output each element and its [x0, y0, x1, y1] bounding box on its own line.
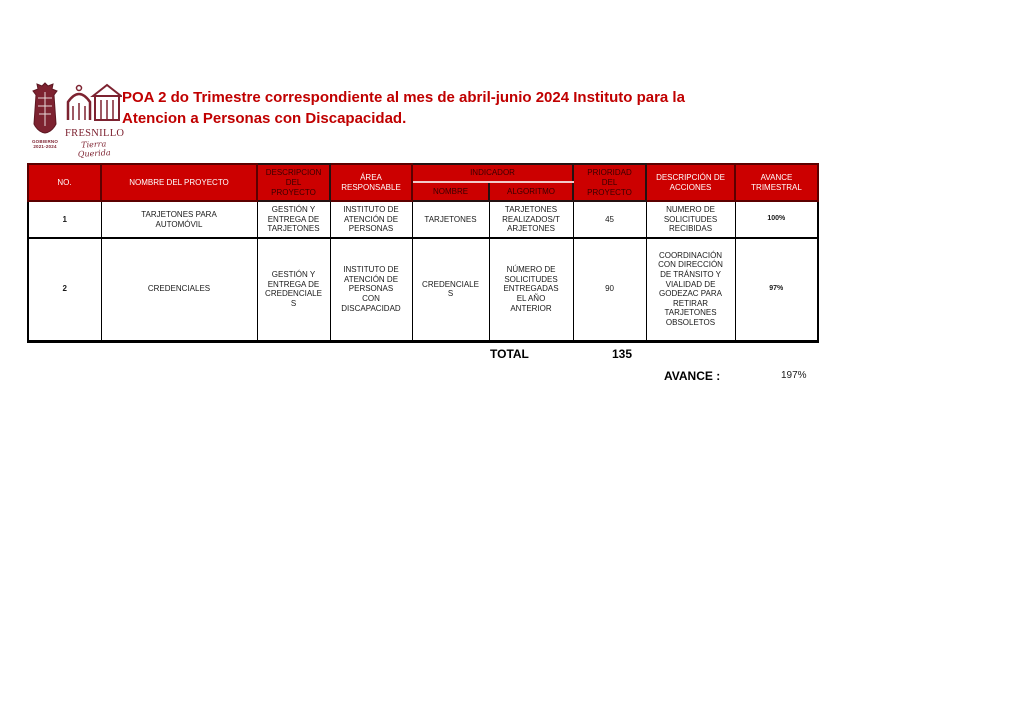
- cell-avance: 100%: [734, 200, 820, 239]
- poa-table: NO. NOMBRE DEL PROYECTO DESCRIPCION DEL …: [27, 163, 820, 343]
- total-label: TOTAL: [490, 347, 529, 361]
- cell-prioridad: 90: [572, 237, 647, 343]
- cell-avance: 97%: [734, 237, 820, 343]
- page-title: POA 2 do Trimestre correspondiente al me…: [122, 89, 685, 127]
- fresnillo-shield-icon: [32, 82, 58, 134]
- header-area-responsable: ÁREA RESPONSABLE: [329, 163, 413, 202]
- logo-shield-column: GOBIERNO 2021-2024: [30, 82, 60, 158]
- header-indicador-algoritmo: ALGORITMO: [487, 181, 575, 202]
- avance-label: AVANCE :: [664, 369, 721, 383]
- cell-descripcion-acciones: NUMERO DE SOLICITUDES RECIBIDAS: [645, 200, 736, 239]
- header-nombre-proyecto: NOMBRE DEL PROYECTO: [100, 163, 258, 202]
- logo-wordmark: FRESNILLO: [65, 128, 125, 139]
- fresnillo-logo: GOBIERNO 2021-2024 FRESNILLO Tierra Quer…: [30, 82, 125, 159]
- avance-value: 197%: [781, 370, 807, 381]
- cell-no: 1: [27, 200, 102, 239]
- cell-descripcion-acciones: COORDINACIÓN CON DIRECCIÓN DE TRÁNSITO Y…: [645, 237, 736, 343]
- cell-indicador-algoritmo: TARJETONES REALIZADOS/T ARJETONES: [488, 200, 574, 239]
- total-value: 135: [612, 347, 633, 361]
- table-row: 1 TARJETONES PARA AUTOMÓVIL GESTIÓN Y EN…: [27, 200, 820, 239]
- logo-government-caption: GOBIERNO 2021-2024: [30, 139, 60, 150]
- cell-area-responsable: INSTITUTO DE ATENCIÓN DE PERSONAS CON DI…: [329, 237, 413, 343]
- header-prioridad: PRIORIDAD DEL PROYECTO: [572, 163, 648, 202]
- cell-nombre-proyecto: CREDENCIALES: [100, 237, 258, 343]
- fresnillo-arch-icon: [66, 83, 124, 121]
- logo-tagline: Tierra Querida: [77, 139, 111, 159]
- logo-government-line1: GOBIERNO: [31, 139, 59, 144]
- cell-area-responsable: INSTITUTO DE ATENCIÓN DE PERSONAS: [329, 200, 413, 239]
- header-descripcion-acciones: DESCRIPCIÓN DE ACCIONES: [645, 163, 737, 202]
- cell-no: 2: [27, 237, 102, 343]
- cell-indicador-nombre: CREDENCIALE S: [411, 237, 490, 343]
- header-descripcion-proyecto: DESCRIPCION DEL PROYECTO: [256, 163, 331, 202]
- cell-indicador-nombre: TARJETONES: [411, 200, 490, 239]
- cell-descripcion-proyecto: GESTIÓN Y ENTREGA DE CREDENCIALE S: [256, 237, 331, 343]
- logo-arch-column: FRESNILLO Tierra Querida: [65, 82, 125, 159]
- header-avance-trimestral: AVANCE TRIMESTRAL: [734, 163, 820, 202]
- header-indicador-nombre: NOMBRE: [411, 181, 490, 202]
- cell-descripcion-proyecto: GESTIÓN Y ENTREGA DE TARJETONES: [256, 200, 331, 239]
- cell-prioridad: 45: [572, 200, 647, 239]
- logo-government-line2: 2021-2024: [33, 144, 57, 150]
- header-indicador: INDICADOR: [410, 163, 575, 183]
- cell-nombre-proyecto: TARJETONES PARA AUTOMÓVIL: [100, 200, 258, 239]
- cell-indicador-algoritmo: NÚMERO DE SOLICITUDES ENTREGADAS EL AÑO …: [488, 237, 574, 343]
- header-no: NO.: [27, 163, 102, 202]
- table-row: 2 CREDENCIALES GESTIÓN Y ENTREGA DE CRED…: [27, 237, 820, 343]
